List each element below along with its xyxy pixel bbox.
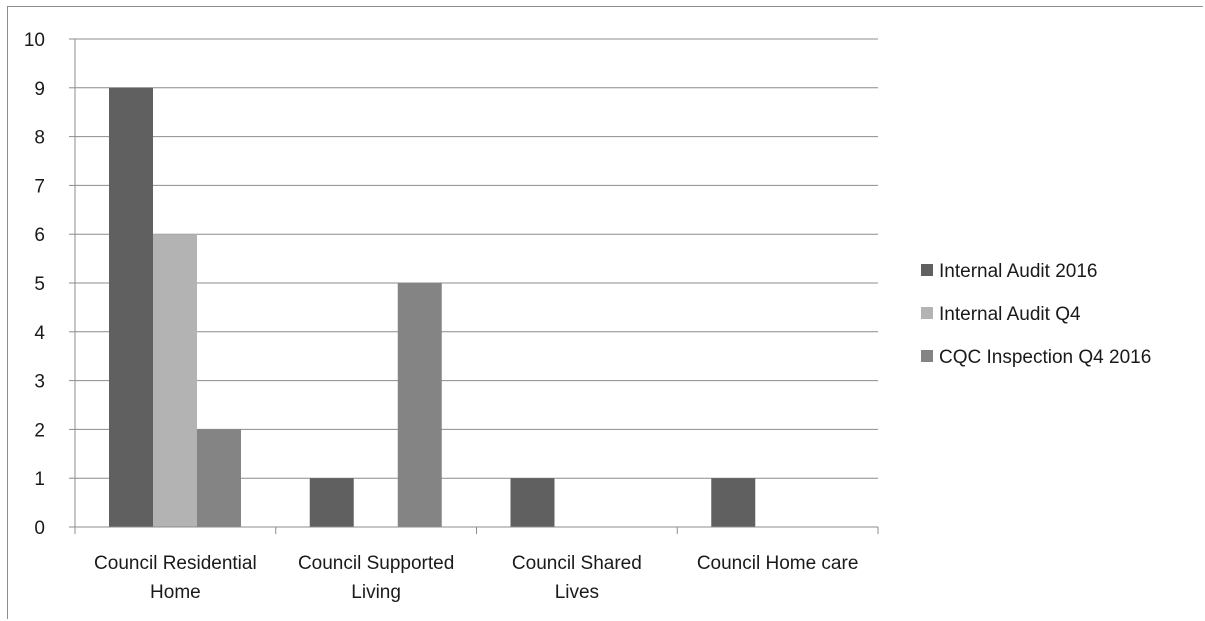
y-tick-label: 10: [24, 30, 45, 51]
x-category-label: Council Supported: [298, 553, 454, 574]
x-category-label: Council Residential: [94, 553, 257, 574]
bar: [109, 87, 153, 528]
legend: Internal Audit 2016 Internal Audit Q4 CQC …: [921, 261, 1151, 368]
y-tick-label: 7: [34, 176, 45, 197]
x-category-label: Council Home care: [697, 553, 859, 574]
y-tick-label: 8: [34, 128, 45, 149]
bar: [153, 234, 197, 527]
legend-swatch: [921, 264, 933, 276]
bar: [309, 478, 354, 527]
bar: [197, 429, 241, 527]
bars: [109, 87, 756, 528]
x-category-label: Home: [150, 582, 201, 603]
y-tick-label: 4: [34, 323, 45, 344]
bar: [711, 478, 756, 527]
y-tick-label: 6: [34, 225, 45, 246]
x-category-label: Council Shared: [512, 553, 642, 574]
y-tick-label: 2: [34, 420, 45, 441]
y-tick-label: 0: [34, 518, 45, 539]
axes: [69, 38, 879, 534]
x-category-label: Living: [351, 582, 401, 603]
legend-label: CQC Inspection Q4 2016: [939, 347, 1151, 368]
x-category-label: Lives: [555, 582, 599, 603]
bar: [397, 283, 442, 527]
y-tick-label: 3: [34, 372, 45, 393]
legend-label: Internal Audit 2016: [939, 261, 1097, 282]
y-tick-label: 9: [34, 79, 45, 100]
bar: [510, 478, 555, 527]
x-category-labels: Council Residential Home Council Supported…: [94, 553, 858, 603]
y-tick-labels: 0 1 2 3 4 5 6 7 8 9 10: [24, 30, 46, 539]
legend-label: Internal Audit Q4: [939, 304, 1081, 325]
legend-swatch: [921, 307, 933, 319]
legend-swatch: [921, 350, 933, 362]
y-tick-label: 5: [34, 274, 45, 295]
y-tick-label: 1: [34, 469, 45, 490]
